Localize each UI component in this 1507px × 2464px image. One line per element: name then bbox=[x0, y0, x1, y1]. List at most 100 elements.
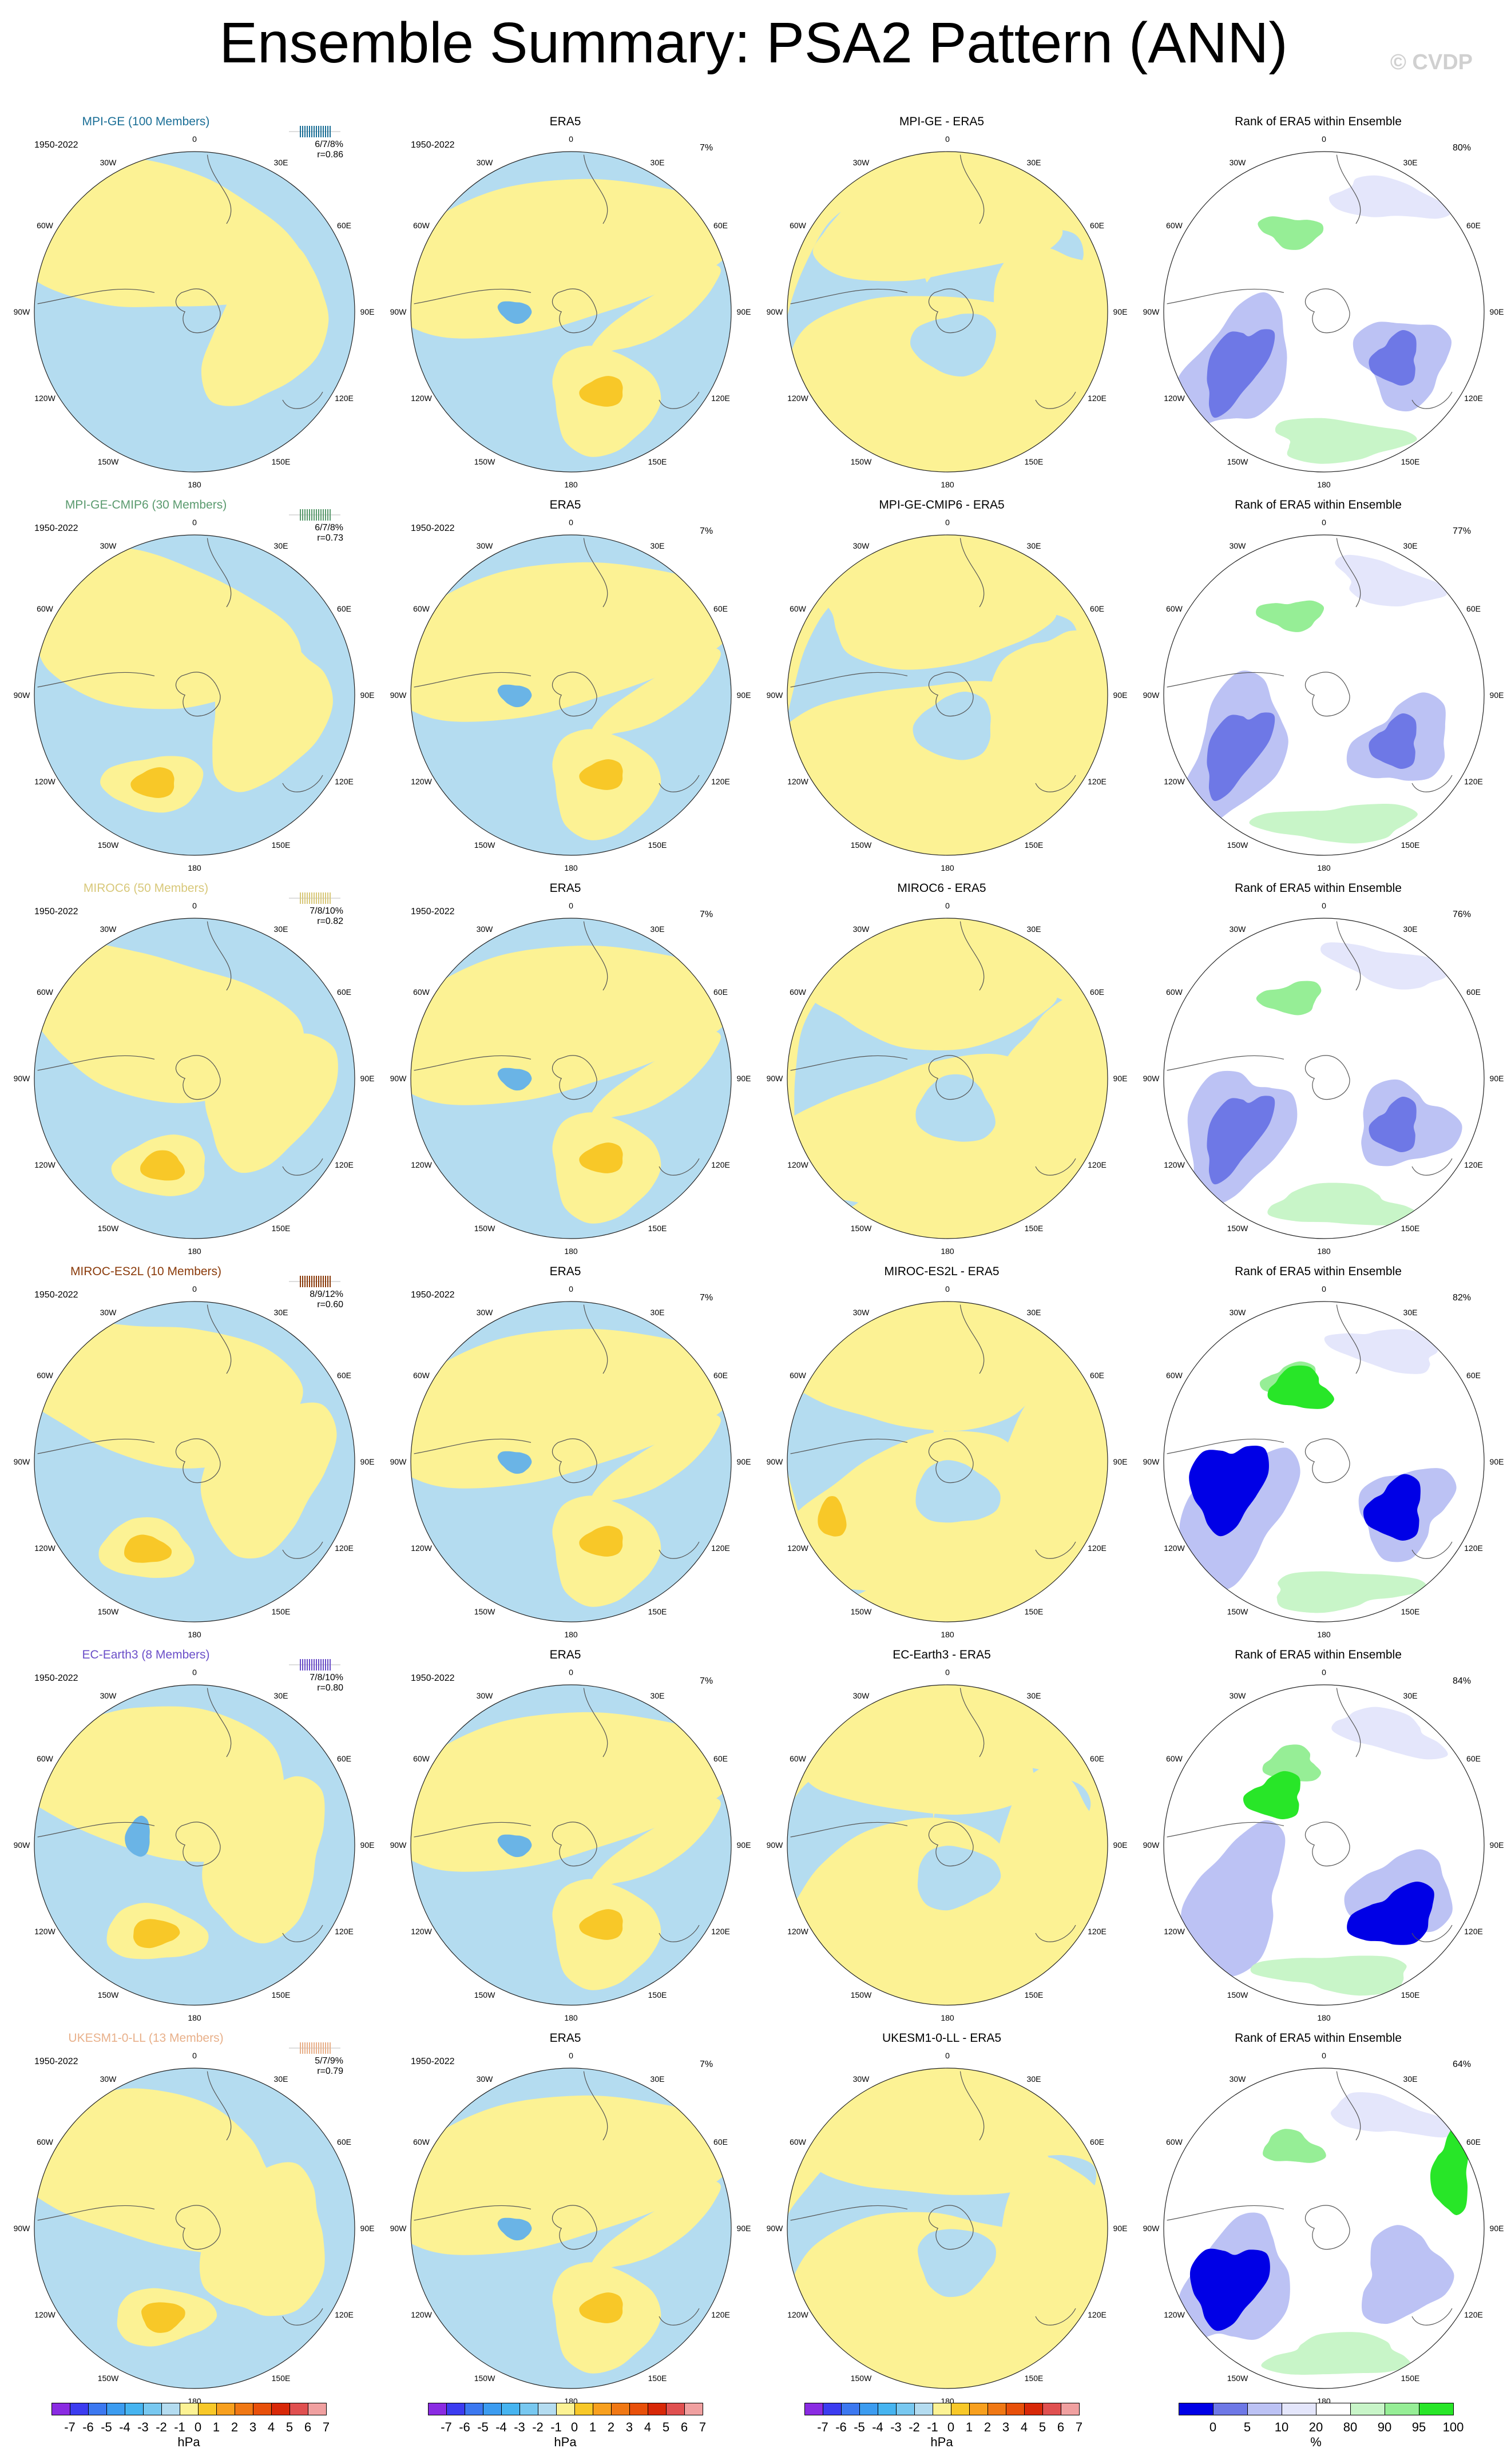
polar-map bbox=[410, 2068, 732, 2389]
longitude-label: 120W bbox=[787, 777, 808, 786]
longitude-label: 30W bbox=[476, 1307, 493, 1317]
longitude-label: 120E bbox=[335, 2310, 354, 2319]
longitude-label: 90E bbox=[360, 691, 375, 700]
period-label: 1950-2022 bbox=[411, 2057, 455, 2066]
longitude-label: 30W bbox=[100, 2074, 117, 2084]
longitude-label: 180 bbox=[941, 480, 954, 489]
longitude-label: 60W bbox=[1166, 1371, 1183, 1380]
longitude-label: 90W bbox=[13, 1840, 30, 1850]
pattern-region bbox=[792, 1336, 1056, 1431]
colorbar-tick-label: 7 bbox=[699, 2420, 707, 2434]
longitude-label: 60E bbox=[337, 221, 351, 230]
longitude-label: 150E bbox=[271, 1606, 291, 1616]
longitude-label: 60W bbox=[790, 604, 806, 613]
coastline bbox=[414, 538, 700, 792]
member-tick-marks bbox=[289, 126, 340, 137]
colorbar-cell bbox=[446, 2403, 465, 2415]
longitude-label: 60E bbox=[1466, 604, 1481, 613]
longitude-label: 0 bbox=[1322, 901, 1326, 910]
stats-correlation: r=0.86 bbox=[317, 150, 343, 160]
era-panel-title: ERA5 bbox=[549, 1648, 581, 1661]
longitude-label: 0 bbox=[1322, 1284, 1326, 1293]
colorbar-tick-label: 3 bbox=[625, 2420, 633, 2434]
longitude-label: 90E bbox=[1489, 691, 1504, 700]
longitude-label: 60E bbox=[1466, 2137, 1481, 2146]
period-label: 1950-2022 bbox=[34, 523, 78, 533]
coastline bbox=[1167, 921, 1453, 1176]
longitude-label: 60E bbox=[337, 1371, 351, 1380]
colorbar-cell bbox=[88, 2403, 107, 2415]
colorbar-tick-label: -7 bbox=[64, 2420, 76, 2434]
colorbar-cell bbox=[428, 2403, 447, 2415]
map-border bbox=[787, 1301, 1108, 1622]
polar-map bbox=[787, 534, 1108, 856]
longitude-label: 30E bbox=[1026, 2074, 1041, 2084]
longitude-label: 150W bbox=[474, 2373, 495, 2383]
longitude-label: 120W bbox=[411, 1927, 432, 1936]
longitude-label: 120E bbox=[1464, 394, 1483, 403]
longitude-label: 150W bbox=[97, 840, 119, 850]
longitude-label: 0 bbox=[192, 134, 197, 144]
polar-map bbox=[1163, 1684, 1485, 2006]
pattern-region bbox=[987, 630, 1108, 803]
longitude-label: 120E bbox=[711, 2310, 730, 2319]
colorbar-tick-label: -1 bbox=[550, 2420, 562, 2434]
colorbar-tick-label: 10 bbox=[1274, 2420, 1289, 2434]
map-border bbox=[34, 1684, 355, 2006]
longitude-label: 0 bbox=[192, 1668, 197, 1677]
longitude-label: 120W bbox=[787, 2310, 808, 2319]
longitude-label: 150E bbox=[1401, 1606, 1420, 1616]
model-panel-title: MPI-GE-CMIP6 (30 Members) bbox=[65, 498, 227, 511]
coastline bbox=[414, 921, 700, 1176]
longitude-label: 60W bbox=[790, 221, 806, 230]
colorbar-cell bbox=[538, 2403, 557, 2415]
longitude-label: 30E bbox=[650, 924, 665, 934]
longitude-label: 90E bbox=[1489, 1074, 1504, 1083]
longitude-label: 0 bbox=[569, 901, 573, 910]
longitude-label: 180 bbox=[941, 1247, 954, 1256]
map-border bbox=[1163, 151, 1485, 473]
longitude-label: 60W bbox=[37, 987, 53, 997]
colorbar-unit: hPa bbox=[930, 2435, 953, 2449]
longitude-label: 150E bbox=[1401, 1223, 1420, 1233]
longitude-label: 150E bbox=[271, 1990, 291, 1999]
diff-panel-title: EC-Earth3 - ERA5 bbox=[893, 1648, 991, 1661]
map-border bbox=[34, 534, 355, 856]
longitude-label: 120W bbox=[34, 2310, 55, 2319]
rank-panel-title: Rank of ERA5 within Ensemble bbox=[1235, 2031, 1402, 2045]
colorbar-tick-label: 4 bbox=[644, 2420, 652, 2434]
colorbar-unit: % bbox=[1310, 2435, 1322, 2449]
longitude-label: 0 bbox=[569, 134, 573, 144]
polar-map bbox=[410, 918, 732, 1239]
longitude-label: 30W bbox=[1229, 924, 1246, 934]
longitude-label: 0 bbox=[945, 1284, 950, 1293]
longitude-label: 60W bbox=[413, 1371, 430, 1380]
coastline bbox=[1167, 2071, 1453, 2326]
map-border bbox=[410, 2068, 732, 2389]
colorbar-tick-label: 2 bbox=[983, 2420, 992, 2434]
longitude-label: 30W bbox=[852, 541, 870, 550]
pattern-region bbox=[592, 1798, 721, 1886]
model-panel-title: UKESM1-0-LL (13 Members) bbox=[68, 2031, 224, 2045]
pattern-region bbox=[201, 242, 329, 406]
colorbar-tick-label: 5 bbox=[285, 2420, 294, 2434]
longitude-label: 180 bbox=[188, 2013, 201, 2022]
colorbar-tick-label: 6 bbox=[680, 2420, 688, 2434]
longitude-label: 30E bbox=[1403, 1307, 1418, 1317]
longitude-label: 30E bbox=[273, 924, 288, 934]
longitude-label: 60E bbox=[1090, 1371, 1104, 1380]
colorbar-cell bbox=[859, 2403, 878, 2415]
pattern-stats: 5/7/9% r=0.79 bbox=[275, 2056, 343, 2077]
diff-panel-title: UKESM1-0-LL - ERA5 bbox=[882, 2031, 1002, 2045]
colorbar-cell bbox=[235, 2403, 253, 2415]
pattern-region bbox=[411, 1328, 731, 1489]
longitude-label: 120E bbox=[711, 394, 730, 403]
colorbar-cell bbox=[969, 2403, 988, 2415]
map-border bbox=[34, 151, 355, 473]
map-border bbox=[1163, 2068, 1485, 2389]
coastline bbox=[790, 538, 1076, 792]
longitude-label: 90W bbox=[1143, 1457, 1160, 1466]
pattern-region bbox=[1276, 1571, 1427, 1613]
longitude-label: 30W bbox=[1229, 1307, 1246, 1317]
longitude-label: 60W bbox=[1166, 987, 1183, 997]
